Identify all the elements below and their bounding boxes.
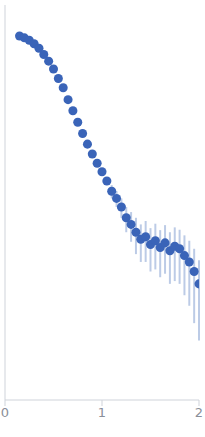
svg-text:0: 0 [8, 405, 9, 420]
svg-text:1: 1 [98, 405, 106, 420]
svg-text:2: 2 [195, 405, 197, 420]
